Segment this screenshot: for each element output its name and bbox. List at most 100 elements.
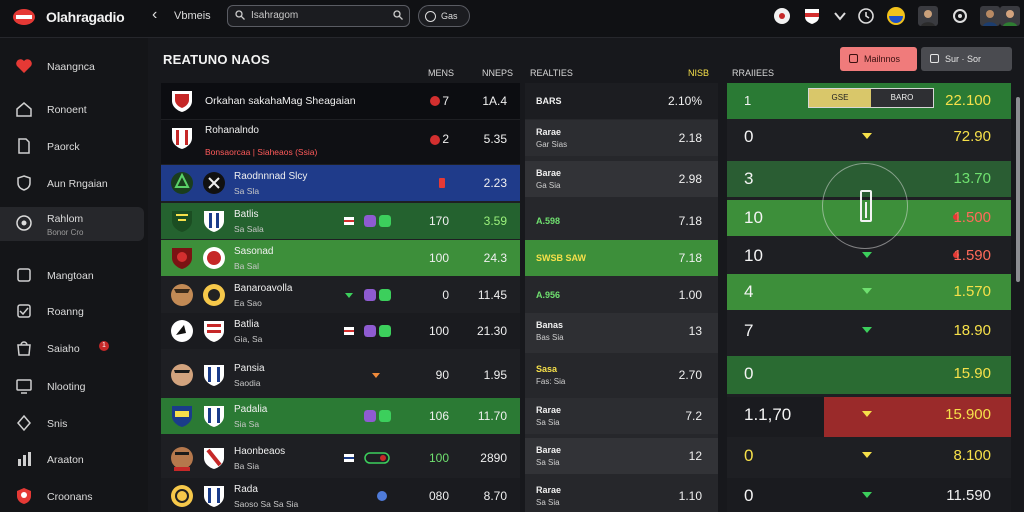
search-input[interactable]: Isahragom bbox=[227, 5, 410, 27]
back-label[interactable]: Vbmeis bbox=[174, 10, 211, 22]
logo-icon[interactable] bbox=[12, 7, 36, 27]
info-icon bbox=[377, 491, 387, 501]
back-arrow-icon[interactable]: ‹ bbox=[152, 6, 158, 23]
table-row[interactable]: Padalia Sia Sa 106 11.70 bbox=[161, 398, 520, 434]
result-row[interactable]: 0 8.100 bbox=[727, 438, 1011, 474]
button-label: Mailnnos bbox=[864, 54, 901, 64]
sidebar-item-files[interactable]: Paorck bbox=[0, 130, 148, 164]
row-value: 1A.4 bbox=[482, 94, 507, 108]
sidebar-item-stats[interactable]: Araaton bbox=[0, 443, 148, 477]
sidebar-item-diamond[interactable]: Snis bbox=[0, 407, 148, 441]
table-row[interactable]: Rada Saoso Sa Sa Sia 080 8.70 bbox=[161, 478, 520, 512]
team-crest-icon bbox=[203, 284, 225, 306]
column-header[interactable]: MENS bbox=[428, 68, 455, 78]
chevron-down-icon bbox=[862, 133, 872, 139]
odds-label: Rarae bbox=[536, 127, 562, 137]
row-value: 3.59 bbox=[483, 214, 507, 228]
table-row[interactable]: Orkahan sakahaMag Sheagaian 7 1A.4 bbox=[161, 83, 520, 119]
result-row[interactable]: 1.1,70 15.900 bbox=[727, 397, 1011, 437]
football-icon[interactable] bbox=[772, 6, 792, 26]
sidebar-item-label: Aun Rngaian bbox=[47, 178, 108, 190]
result-row[interactable]: 0 72.90 bbox=[727, 119, 1011, 155]
result-row[interactable]: 0 11.590 bbox=[727, 478, 1011, 512]
sidebar-item-clubs[interactable]: Croonans bbox=[0, 480, 148, 512]
avatar-tertiary[interactable] bbox=[1000, 6, 1020, 26]
table-row[interactable]: Rohanalndo Bonsaorcaa | Siaheaos (Ssia) … bbox=[161, 120, 520, 164]
sidebar-item-label: Snis bbox=[47, 418, 68, 430]
column-header[interactable]: REALTIES bbox=[530, 68, 573, 78]
odds-label: A.956 bbox=[536, 290, 561, 300]
result-score: 15.900 bbox=[945, 406, 991, 423]
column-header[interactable]: NNEPS bbox=[482, 68, 514, 78]
team-crest-icon bbox=[172, 406, 192, 427]
live-dot-icon bbox=[953, 252, 959, 258]
sidebar-item-shield[interactable]: Aun Rngaian bbox=[0, 167, 148, 201]
team-subtitle: Bonsaorcaa | Siaheaos (Ssia) bbox=[205, 147, 318, 157]
toggle-option-active[interactable]: GSE bbox=[809, 89, 871, 107]
result-row[interactable]: 7 18.90 bbox=[727, 313, 1011, 353]
avatar[interactable] bbox=[918, 6, 938, 26]
live-dot-icon bbox=[953, 214, 959, 220]
table-row[interactable]: Batlis Sa Sala 170 3.59 bbox=[161, 203, 520, 239]
sidebar-item-screen[interactable]: Nlooting bbox=[0, 370, 148, 404]
odds-cell[interactable]: SWSB SAW 7.18 bbox=[525, 240, 718, 276]
ball-icon[interactable] bbox=[886, 6, 906, 26]
result-score: 72.90 bbox=[953, 128, 991, 145]
team-name: Haonbeaos bbox=[234, 446, 286, 457]
team-crest-icon bbox=[204, 365, 224, 386]
app-brand[interactable]: Olahragadio bbox=[46, 9, 125, 25]
odds-cell[interactable]: Rarae Sa Sia 7.2 bbox=[525, 398, 718, 434]
team-crest-icon bbox=[204, 211, 224, 232]
search-submit-icon[interactable] bbox=[393, 10, 403, 20]
stats-badge-icon bbox=[364, 289, 376, 301]
clock-icon[interactable] bbox=[856, 6, 876, 26]
page-title: REATUNO NAOS bbox=[163, 52, 270, 67]
result-score: 15.90 bbox=[953, 365, 991, 382]
sidebar-item-box[interactable]: Mangtoan bbox=[0, 259, 148, 293]
column-header[interactable]: RRAIIEES bbox=[732, 68, 775, 78]
odds-cell[interactable]: Sasa Fas: Sia 2.70 bbox=[525, 357, 718, 393]
odds-cell[interactable]: A.598 7.18 bbox=[525, 203, 718, 239]
odds-value: 2.98 bbox=[678, 172, 702, 186]
result-row[interactable]: 4 1.570 bbox=[727, 274, 1011, 310]
filter-pill[interactable]: Gas bbox=[418, 5, 470, 27]
team-crest-icon bbox=[172, 128, 192, 149]
row-value: 170 bbox=[428, 214, 449, 228]
odds-label: Rarae bbox=[536, 405, 562, 415]
sidebar-item-bag[interactable]: Saiaho 1 bbox=[0, 332, 148, 366]
avatar-secondary[interactable] bbox=[980, 6, 1000, 26]
table-row[interactable]: Banaroavolla Ea Sao 0 11.45 bbox=[161, 277, 520, 313]
team-subtitle: Saoso Sa Sa Sia bbox=[234, 499, 299, 509]
team-crest-icon[interactable] bbox=[802, 6, 822, 26]
odds-cell[interactable]: Banas Bas Sia 13 bbox=[525, 313, 718, 353]
odds-cell[interactable]: Barae Sa Sia 12 bbox=[525, 438, 718, 474]
odds-cell[interactable]: BARS 2.10% bbox=[525, 83, 718, 119]
box-icon bbox=[17, 268, 31, 282]
sidebar-item-check[interactable]: Roanng bbox=[0, 295, 148, 329]
table-row[interactable]: Pansia Saodia 90 1.95 bbox=[161, 357, 520, 393]
chevron-down-icon[interactable] bbox=[830, 6, 850, 26]
table-row[interactable]: Sasonad Ba Sal 100 24.3 bbox=[161, 240, 520, 276]
stats-badge-icon bbox=[379, 289, 391, 301]
row-value: 5.35 bbox=[483, 132, 507, 146]
odds-cell[interactable]: Rarae Gar Sias 2.18 bbox=[525, 120, 718, 156]
sidebar-item-home[interactable]: Ronoent bbox=[0, 93, 148, 127]
result-score: 1.500 bbox=[953, 209, 991, 226]
sidebar-item-active[interactable]: Rahlom Bonor Cro bbox=[0, 207, 144, 241]
odds-cell[interactable]: A.956 1.00 bbox=[525, 277, 718, 313]
settings-icon[interactable] bbox=[950, 6, 970, 26]
odds-cell[interactable]: Barae Ga Sia 2.98 bbox=[525, 161, 718, 197]
market-toggle[interactable]: GSE BARO bbox=[808, 88, 934, 108]
primary-action-button[interactable]: Mailnnos bbox=[840, 47, 917, 71]
screen-icon bbox=[16, 379, 32, 394]
scrollbar[interactable] bbox=[1016, 97, 1020, 282]
column-header[interactable]: NISB bbox=[688, 68, 710, 78]
table-row[interactable]: Raodnnnad Slcy Sa Sla 2.23 bbox=[161, 165, 520, 201]
result-row[interactable]: 0 15.90 bbox=[727, 356, 1011, 394]
table-row[interactable]: Batlia Gia, Sa 100 21.30 bbox=[161, 313, 520, 349]
toggle-option[interactable]: BARO bbox=[890, 93, 914, 102]
table-row[interactable]: Haonbeaos Ba Sia 100 2890 bbox=[161, 440, 520, 476]
sidebar-item-favorites[interactable]: Naangnca bbox=[0, 50, 148, 84]
odds-cell[interactable]: Rarae Sa Sia 1.10 bbox=[525, 478, 718, 512]
sort-button[interactable]: Sur · Sor bbox=[921, 47, 1012, 71]
